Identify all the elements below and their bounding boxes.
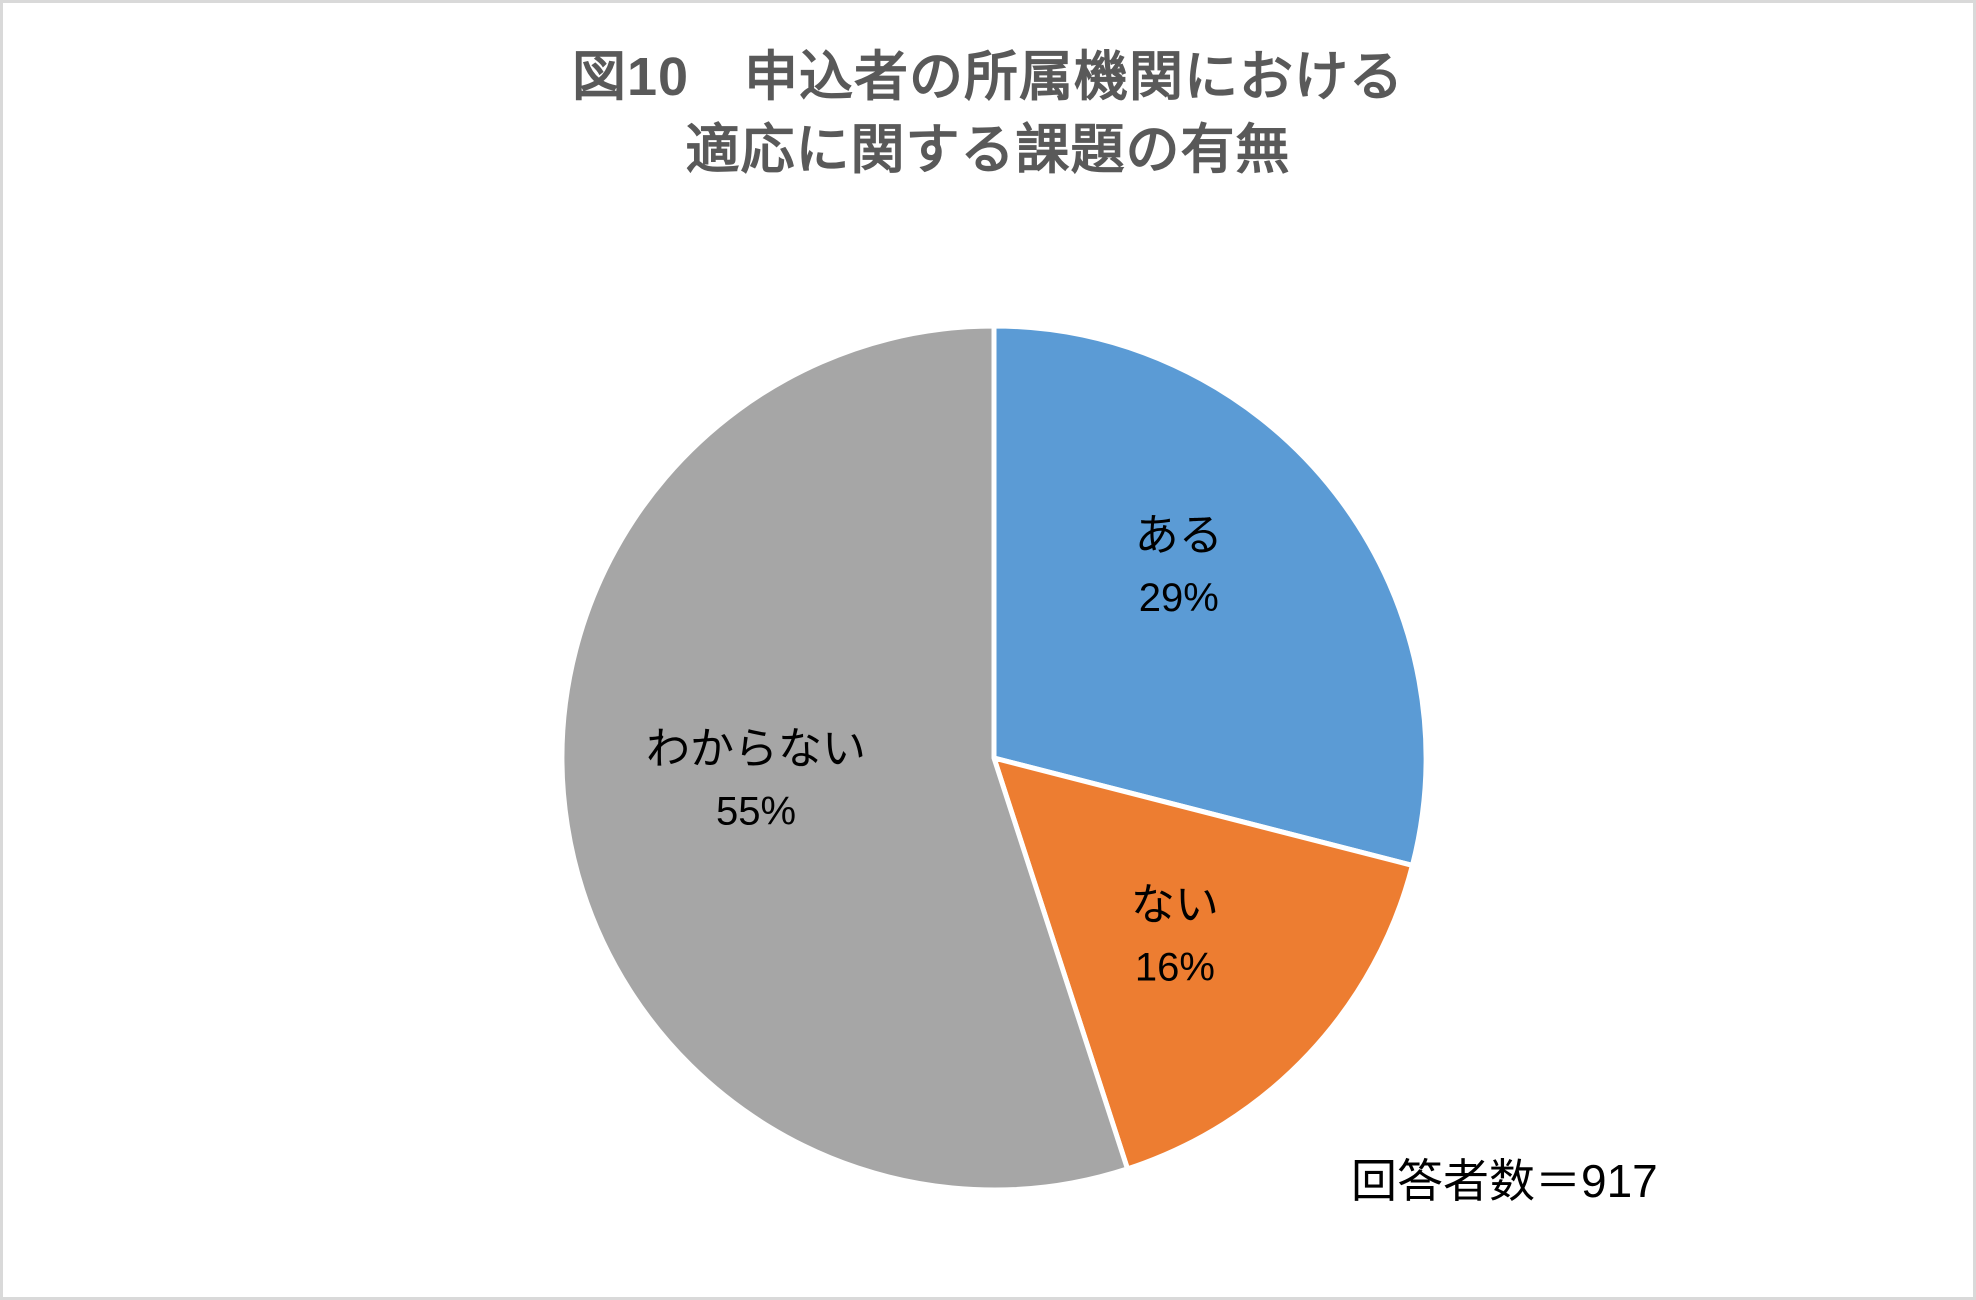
pie-chart: ある 29% ない 16% わからない 55% bbox=[559, 323, 1429, 1193]
slice-name-1: ない bbox=[1131, 880, 1219, 929]
slice-percent-2: 55% bbox=[716, 790, 796, 834]
slice-label-2: わからない 55% bbox=[646, 725, 866, 834]
chart-title-line1: 図10 申込者の所属機関における bbox=[571, 47, 1405, 107]
slice-percent-0: 29% bbox=[1139, 576, 1219, 620]
respondents-note: 回答者数＝917 bbox=[1351, 1155, 1658, 1207]
slice-name-0: ある bbox=[1135, 511, 1223, 560]
slice-label-0: ある 29% bbox=[1135, 511, 1223, 620]
slice-label-1: ない 16% bbox=[1131, 880, 1219, 989]
chart-title-line2: 適応に関する課題の有無 bbox=[685, 119, 1291, 180]
pie-slice-2 bbox=[559, 323, 1130, 1193]
slice-name-2: わからない bbox=[646, 725, 866, 774]
slice-percent-1: 16% bbox=[1135, 945, 1215, 989]
chart-title: 図10 申込者の所属機関における 適応に関する課題の有無 bbox=[3, 41, 1973, 187]
pie-slice-1 bbox=[991, 755, 1415, 1172]
pie-slice-0 bbox=[991, 323, 1429, 868]
